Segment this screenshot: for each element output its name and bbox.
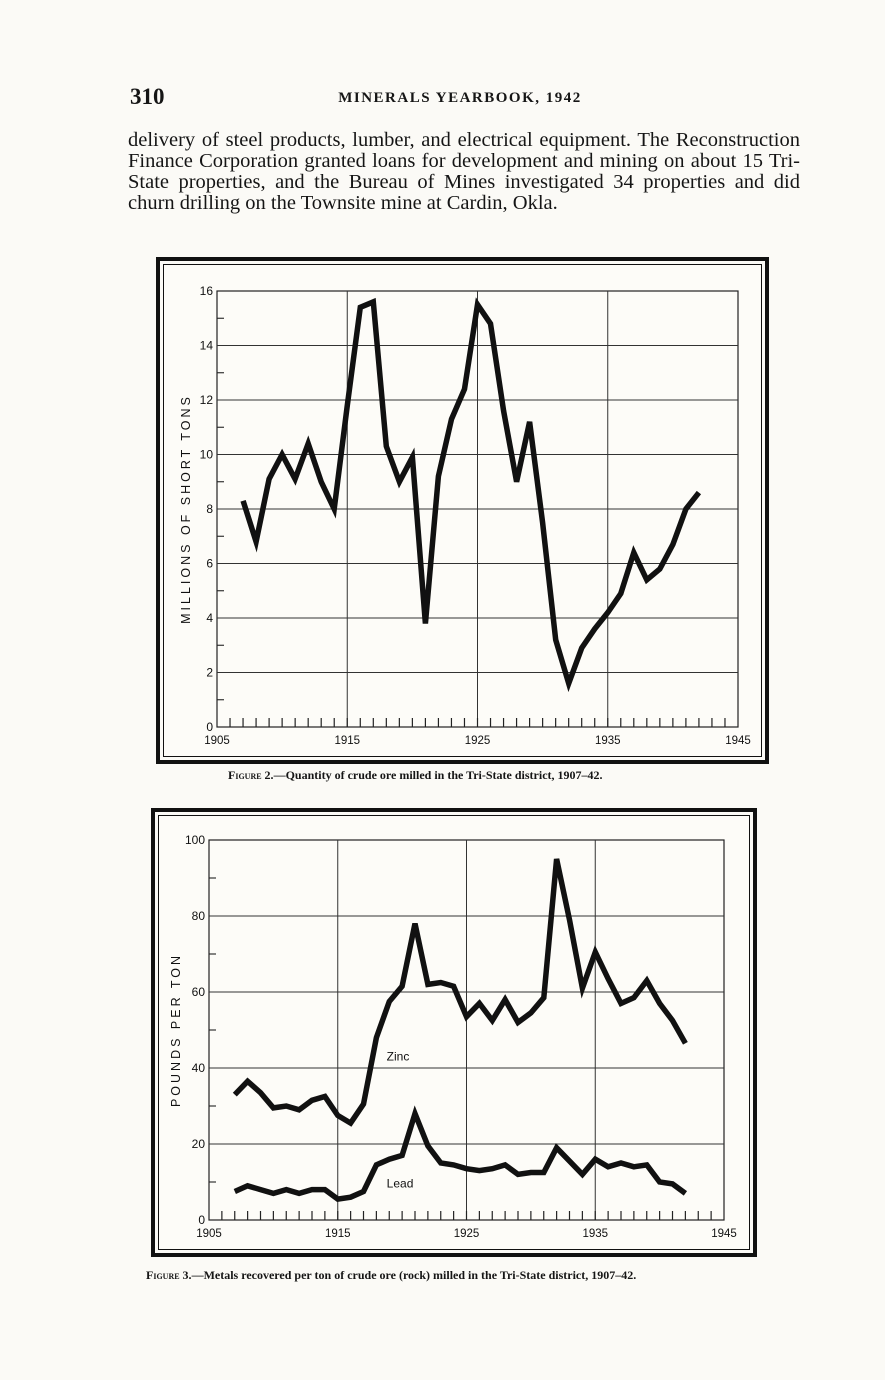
series-label-zinc: Zinc [387,1049,410,1063]
figure-3-caption-text: —Metals recovered per ton of crude ore (… [191,1268,637,1282]
y-axis-label: MILLIONS OF SHORT TONS [179,394,193,624]
y-tick-label: 60 [192,985,206,999]
figure-2-caption: Figure 2.—Quantity of crude ore milled i… [228,768,603,783]
figure-2-caption-text: —Quantity of crude ore milled in the Tri… [273,768,603,782]
y-tick-label: 12 [200,393,214,407]
y-tick-label: 16 [200,284,214,298]
x-tick-label: 1925 [465,735,491,747]
page-number: 310 [130,84,165,109]
series-line-zinc [232,858,688,1127]
figure-3-caption-label: Figure 3. [146,1268,192,1282]
series-label-lead: Lead [387,1177,414,1191]
figure-3-caption: Figure 3.—Metals recovered per ton of cr… [146,1268,636,1283]
x-tick-label: 1935 [582,1228,608,1240]
series-line-lead [233,1105,688,1202]
x-tick-label: 1915 [334,735,360,747]
x-tick-label: 1945 [725,735,751,747]
y-tick-label: 10 [200,448,214,462]
figure-2-caption-label: Figure 2. [228,768,274,782]
y-tick-label: 6 [206,557,213,571]
running-head: MINERALS YEARBOOK, 1942 [338,90,582,106]
figure-3-frame [151,808,757,1257]
y-tick-label: 0 [198,1213,205,1227]
y-tick-label: 20 [192,1137,206,1151]
x-tick-label: 1905 [196,1228,222,1240]
series-line-1 [240,297,702,693]
x-tick-label: 1915 [325,1228,351,1240]
y-axis-label: POUNDS PER TON [169,953,183,1107]
x-tick-label: 1925 [454,1228,480,1240]
figure-2-chart: 0 2 4 6 8 10 12 14 16 1905 1915 1925 1935 1945 MILLION… [179,284,751,747]
x-tick-label: 1945 [711,1228,737,1240]
y-tick-label: 100 [185,833,205,847]
y-tick-label: 14 [200,339,214,353]
y-tick-label: 4 [206,611,213,625]
y-tick-label: 80 [192,909,206,923]
x-tick-label: 1935 [595,735,621,747]
y-tick-label: 8 [206,502,213,516]
body-paragraph: delivery of steel products, lumber, and … [128,129,800,214]
y-tick-label: 2 [206,666,213,680]
y-tick-label: 40 [192,1061,206,1075]
x-tick-label: 1905 [204,735,230,747]
figure-3-chart: 0 20 40 60 80 100 1905 1915 1925 1935 1945 POUNDS P… [169,833,737,1240]
y-tick-label: 0 [206,720,213,734]
